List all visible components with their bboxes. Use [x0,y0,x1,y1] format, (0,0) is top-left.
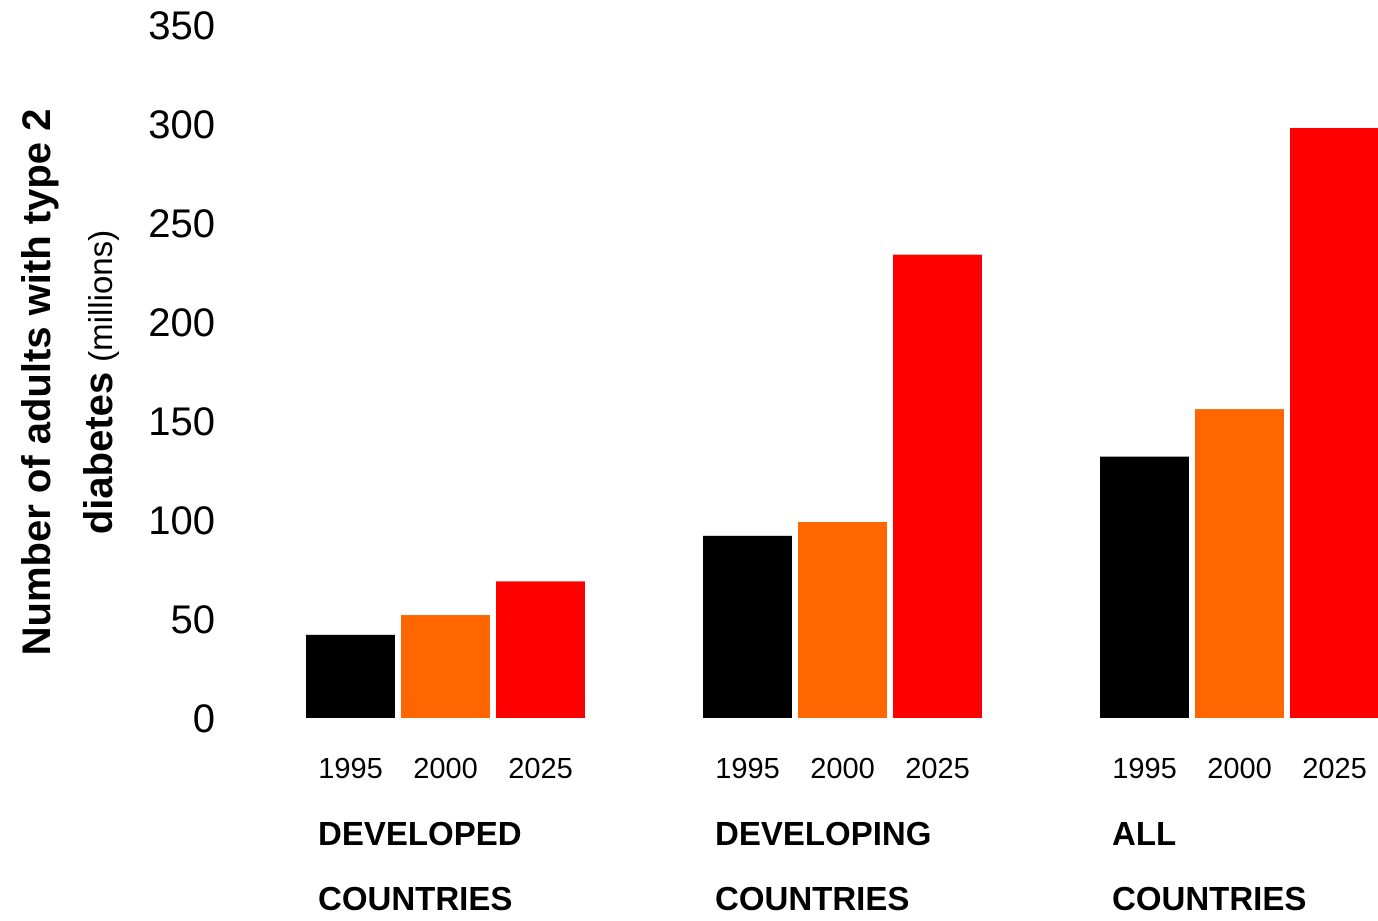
group-label-line2: COUNTRIES [715,880,909,916]
x-tick-label-year: 2000 [810,753,875,785]
x-tick-label-year: 2025 [1302,753,1367,785]
y-tick-label: 300 [148,103,215,147]
y-tick-label: 250 [148,202,215,246]
y-tick-label: 350 [148,4,215,48]
y-axis-label: Number of adults with type 2 diabetes (mi… [15,109,121,656]
group-label-line1: DEVELOPED [318,815,522,852]
bar [496,581,585,718]
bar [703,535,792,718]
x-tick-label-year: 2000 [413,753,478,785]
y-tick-label: 200 [148,301,215,345]
x-tick-label-year: 2025 [508,753,573,785]
bar [893,254,982,718]
x-axis-group-labels: DEVELOPED COUNTRIES DEVELOPING COUNTRIES ALL… [318,815,1306,917]
y-axis-ticks: 0 50 100 150 200 250 300 350 [148,4,215,741]
x-tick-label-year: 1995 [715,753,780,785]
y-tick-label: 100 [148,499,215,543]
x-tick-label-year: 2000 [1207,753,1272,785]
x-tick-label-year: 1995 [318,753,383,785]
y-tick-label: 150 [148,400,215,444]
y-axis-label-line1: Number of adults with type 2 [15,109,59,656]
bars [306,127,1378,718]
bar [1195,409,1284,718]
bar [306,634,395,718]
x-axis-year-labels: 1995 2000 2025 1995 2000 2025 1995 2000 2025 [318,753,1367,785]
group-label-line2: COUNTRIES [318,880,512,916]
y-tick-label: 50 [171,598,216,642]
y-axis-label-unit: (millions) [82,230,119,362]
x-tick-label-year: 1995 [1112,753,1177,785]
y-tick-label: 0 [193,697,215,741]
bar [1290,127,1378,718]
group-label-line1: ALL [1112,815,1176,852]
bar [401,615,490,718]
y-axis-label-line2: diabetes (millions) [77,230,121,534]
group-label-line1: DEVELOPING [715,815,931,852]
x-tick-label-year: 2025 [905,753,970,785]
bar [798,521,887,718]
y-axis-label-bold: diabetes [77,372,121,534]
bar [1100,456,1189,718]
group-label-line2: COUNTRIES [1112,880,1306,916]
